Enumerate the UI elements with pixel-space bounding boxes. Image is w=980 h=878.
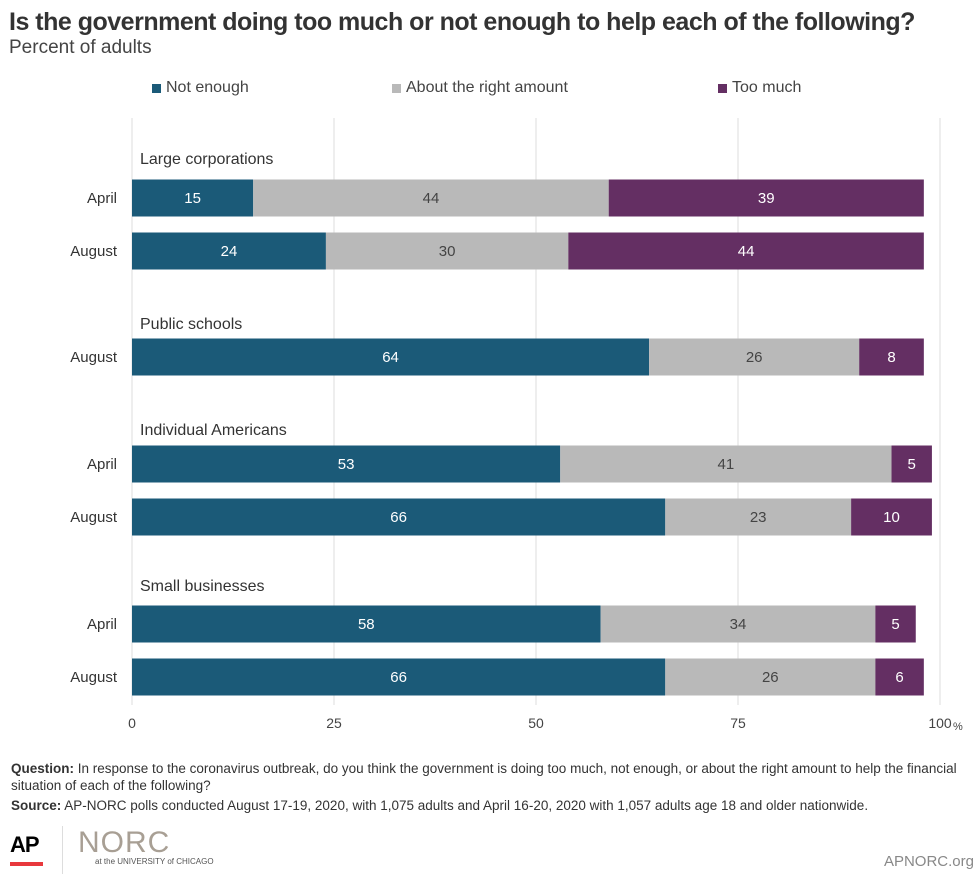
group-label: Public schools xyxy=(140,316,242,333)
data-label-too-much: 5 xyxy=(908,456,916,473)
data-label-too-much: 44 xyxy=(738,243,755,260)
bar-about-right xyxy=(665,658,876,696)
x-tick-label: 0 xyxy=(128,715,136,731)
data-label-about-right: 23 xyxy=(750,509,767,526)
legend-swatch xyxy=(152,83,161,93)
legend-too-much: Too much xyxy=(718,79,801,97)
legend-label: Too much xyxy=(732,79,802,96)
group-label: Large corporations xyxy=(140,151,273,168)
bar-about-right xyxy=(665,498,852,536)
data-label-not-enough: 58 xyxy=(358,616,375,633)
bar-about-right xyxy=(253,179,609,217)
norc-logo: NORC xyxy=(78,826,171,859)
source-label: Source: xyxy=(11,798,62,813)
bar-about-right xyxy=(560,445,892,483)
question-text: In response to the coronavirus outbreak,… xyxy=(11,761,957,793)
bar-not-enough xyxy=(132,498,666,536)
data-label-too-much: 6 xyxy=(895,669,903,686)
row-label: August xyxy=(70,509,118,526)
data-label-about-right: 26 xyxy=(762,669,779,686)
question-note: Question: In response to the coronavirus… xyxy=(11,760,971,794)
data-label-too-much: 5 xyxy=(891,616,899,633)
data-label-about-right: 30 xyxy=(439,243,456,260)
data-label-about-right: 44 xyxy=(423,190,440,207)
data-label-about-right: 41 xyxy=(718,456,735,473)
bar-too-much xyxy=(891,445,932,483)
x-tick-label: 100 xyxy=(928,715,952,731)
row-label: April xyxy=(87,616,117,633)
uchicago-text: at the UNIVERSITY of CHICAGO xyxy=(95,857,214,866)
x-unit-label: % xyxy=(953,721,963,733)
legend-not-enough: Not enough xyxy=(152,79,249,97)
data-label-not-enough: 64 xyxy=(382,349,399,366)
x-tick-label: 25 xyxy=(326,715,342,731)
legend-swatch xyxy=(718,83,727,93)
bar-not-enough xyxy=(132,179,254,217)
bar-too-much xyxy=(568,232,924,270)
bar-not-enough xyxy=(132,605,601,643)
data-label-not-enough: 53 xyxy=(338,456,355,473)
bar-not-enough xyxy=(132,445,561,483)
row-label: August xyxy=(70,243,118,260)
data-label-too-much: 10 xyxy=(883,509,900,526)
row-label: April xyxy=(87,190,117,207)
bar-about-right xyxy=(649,338,860,376)
data-label-not-enough: 66 xyxy=(390,669,407,686)
bar-not-enough xyxy=(132,658,666,696)
data-label-too-much: 8 xyxy=(887,349,895,366)
bar-too-much xyxy=(875,658,924,696)
bar-too-much xyxy=(608,179,924,217)
data-label-too-much: 39 xyxy=(758,190,775,207)
ap-logo-bar xyxy=(10,862,43,866)
bar-not-enough xyxy=(132,232,326,270)
bar-about-right xyxy=(325,232,569,270)
stacked-bar-chart: 0 25 50 75 100 % Large corporations April 15 44 39… xyxy=(70,118,963,733)
chart-title: Is the government doing too much or not … xyxy=(9,8,915,36)
row-label: August xyxy=(70,349,118,366)
logo-divider xyxy=(62,826,63,874)
legend-label: Not enough xyxy=(166,79,249,96)
bar-too-much xyxy=(851,498,932,536)
question-label: Question: xyxy=(11,761,74,776)
data-label-not-enough: 15 xyxy=(184,190,201,207)
legend-about-right: About the right amount xyxy=(392,79,568,97)
bar-too-much xyxy=(875,605,916,643)
data-label-about-right: 34 xyxy=(730,616,747,633)
source-note: Source: AP-NORC polls conducted August 1… xyxy=(11,797,971,814)
row-label: August xyxy=(70,669,118,686)
source-text: AP-NORC polls conducted August 17-19, 20… xyxy=(64,798,869,813)
x-tick-label: 50 xyxy=(528,715,544,731)
data-label-about-right: 26 xyxy=(746,349,763,366)
group-label: Individual Americans xyxy=(140,422,287,439)
data-label-not-enough: 24 xyxy=(221,243,238,260)
x-tick-label: 75 xyxy=(730,715,746,731)
bar-not-enough xyxy=(132,338,650,376)
legend-swatch xyxy=(392,83,401,93)
chart-subtitle: Percent of adults xyxy=(9,37,152,58)
group-label: Small businesses xyxy=(140,578,265,595)
data-label-not-enough: 66 xyxy=(390,509,407,526)
bar-too-much xyxy=(859,338,924,376)
bar-about-right xyxy=(600,605,876,643)
apnorc-link[interactable]: APNORC.org xyxy=(883,853,974,870)
row-label: April xyxy=(87,456,117,473)
legend-label: About the right amount xyxy=(406,79,568,96)
ap-logo: AP xyxy=(10,832,40,857)
